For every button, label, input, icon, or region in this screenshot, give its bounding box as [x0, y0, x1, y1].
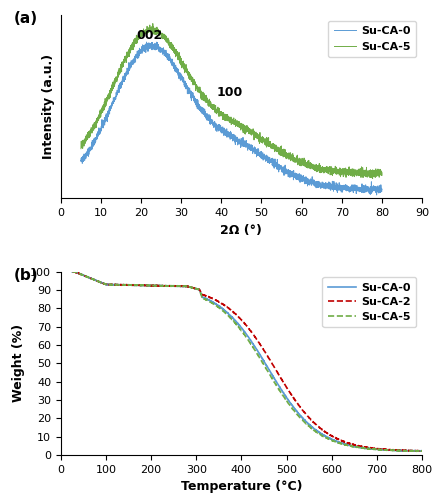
- Su-CA-0: [340, 184, 345, 190]
- Y-axis label: Intensity (a.u.): Intensity (a.u.): [42, 54, 55, 159]
- Su-CA-2: [344, 440, 349, 446]
- Su-CA-2: [418, 448, 424, 454]
- Su-CA-0: [378, 186, 384, 192]
- Su-CA-2: [230, 308, 235, 314]
- Su-CA-5: [378, 172, 384, 178]
- Su-CA-5: [87, 275, 92, 281]
- Su-CA-0: [372, 187, 378, 193]
- Su-CA-5: [194, 82, 199, 87]
- Su-CA-5: [150, 20, 155, 26]
- Su-CA-5: [69, 269, 75, 275]
- Line: Su-CA-5: Su-CA-5: [72, 272, 421, 452]
- Line: Su-CA-5: Su-CA-5: [81, 24, 381, 178]
- Su-CA-0: [239, 326, 244, 332]
- Line: Su-CA-2: Su-CA-2: [72, 272, 421, 451]
- Su-CA-5: [112, 80, 118, 86]
- Su-CA-5: [207, 103, 212, 109]
- Su-CA-5: [344, 442, 349, 448]
- Su-CA-2: [70, 268, 75, 274]
- Su-CA-0: [194, 104, 199, 110]
- Su-CA-2: [69, 268, 75, 274]
- Su-CA-5: [70, 268, 75, 274]
- Su-CA-0: [144, 39, 149, 45]
- Su-CA-5: [418, 448, 424, 454]
- Su-CA-0: [78, 158, 83, 164]
- Su-CA-0: [408, 448, 414, 454]
- X-axis label: 2Ω (°): 2Ω (°): [220, 224, 262, 236]
- Su-CA-5: [340, 168, 345, 174]
- Su-CA-0: [418, 448, 424, 454]
- Legend: Su-CA-0, Su-CA-2, Su-CA-5: Su-CA-0, Su-CA-2, Su-CA-5: [322, 277, 415, 327]
- Su-CA-0: [70, 268, 76, 274]
- Su-CA-0: [69, 269, 75, 275]
- Su-CA-5: [408, 448, 414, 454]
- Su-CA-5: [369, 176, 375, 182]
- Su-CA-2: [418, 448, 423, 454]
- Su-CA-5: [408, 448, 414, 454]
- Y-axis label: Weight (%): Weight (%): [12, 324, 25, 402]
- Su-CA-0: [112, 94, 118, 100]
- Legend: Su-CA-0, Su-CA-5: Su-CA-0, Su-CA-5: [327, 20, 415, 57]
- Su-CA-5: [230, 318, 235, 324]
- Su-CA-0: [415, 448, 420, 454]
- Su-CA-0: [344, 442, 349, 448]
- Su-CA-5: [373, 170, 378, 176]
- Su-CA-0: [373, 192, 378, 198]
- Text: 002: 002: [136, 29, 162, 42]
- Line: Su-CA-0: Su-CA-0: [72, 272, 421, 451]
- Su-CA-2: [408, 448, 414, 454]
- Su-CA-2: [408, 448, 414, 454]
- Su-CA-5: [130, 41, 135, 47]
- Su-CA-2: [239, 318, 244, 324]
- Line: Su-CA-0: Su-CA-0: [81, 42, 381, 195]
- Su-CA-0: [230, 316, 235, 322]
- Su-CA-2: [87, 276, 92, 281]
- Su-CA-0: [130, 61, 135, 67]
- Su-CA-0: [207, 116, 212, 122]
- Su-CA-0: [408, 448, 414, 454]
- Su-CA-5: [415, 448, 421, 454]
- Su-CA-5: [239, 329, 244, 335]
- Text: (a): (a): [14, 12, 38, 26]
- X-axis label: Temperature (°C): Temperature (°C): [180, 480, 302, 494]
- Text: 100: 100: [216, 86, 242, 98]
- Su-CA-5: [78, 146, 83, 152]
- Text: (b): (b): [14, 268, 39, 283]
- Su-CA-0: [87, 275, 92, 281]
